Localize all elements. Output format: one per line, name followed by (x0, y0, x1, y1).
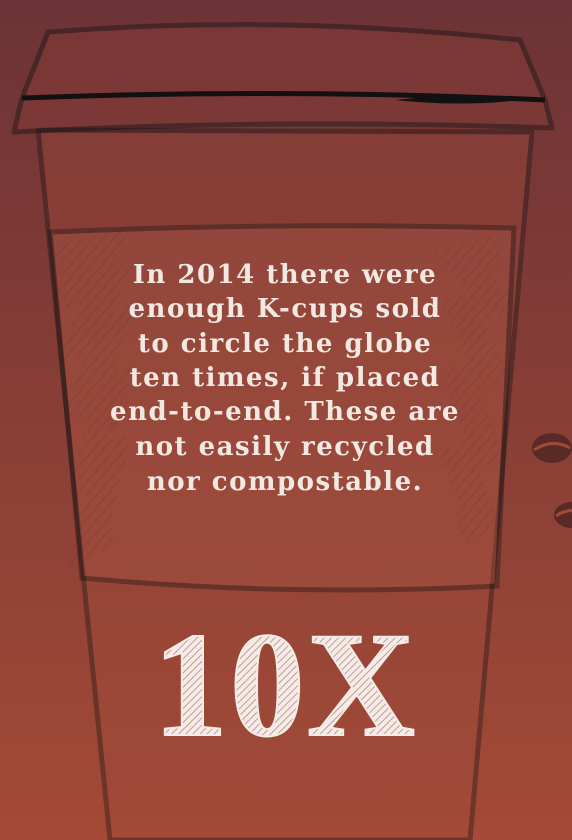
cup-body (35, 127, 535, 840)
sleeve-hatch-left (41, 226, 139, 569)
stat-label: 10X (153, 602, 417, 768)
message-line: In 2014 there were (133, 260, 437, 290)
message-line: not easily recycled (135, 432, 434, 462)
message-line: enough K-cups sold (129, 294, 442, 324)
message-line: ten times, if placed (130, 363, 441, 393)
message-line: to circle the globe (138, 329, 432, 359)
coffee-bean (554, 502, 572, 528)
message-line: nor compostable. (147, 467, 423, 497)
message-line: end-to-end. These are (110, 397, 460, 427)
cup-lid (11, 22, 555, 135)
message: In 2014 there were enough K-cups sold to c… (110, 260, 460, 497)
lid-slot (395, 95, 535, 104)
sleeve-hatch-right (432, 235, 522, 544)
coffee-bean (532, 433, 572, 463)
cup-sleeve (47, 223, 517, 593)
